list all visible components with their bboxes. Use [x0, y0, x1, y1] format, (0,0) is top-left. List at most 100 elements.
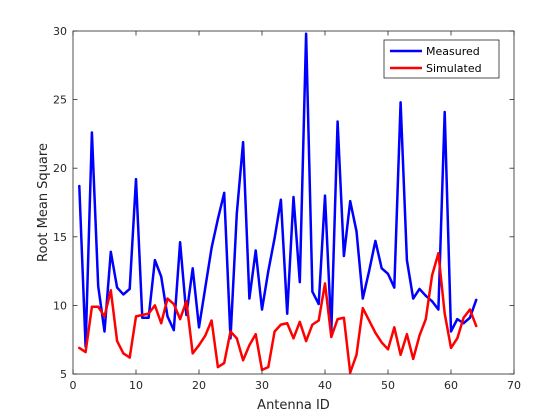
data-point-measured: [298, 280, 301, 284]
x-tick-label: 50: [381, 379, 395, 392]
data-point-simulated: [443, 312, 446, 315]
data-point-measured: [418, 287, 421, 291]
data-point-simulated: [405, 333, 408, 336]
data-point-measured: [317, 302, 320, 306]
legend-label-measured: Measured: [426, 45, 480, 58]
data-point-simulated: [462, 316, 465, 319]
data-point-measured: [374, 239, 377, 243]
data-point-measured: [242, 141, 245, 144]
data-point-measured: [273, 237, 276, 240]
data-point-simulated: [386, 348, 390, 351]
data-point-measured: [431, 300, 434, 303]
data-point-simulated: [317, 319, 320, 322]
data-point-measured: [279, 198, 282, 201]
data-point-simulated: [305, 339, 308, 343]
data-point-simulated: [242, 359, 245, 362]
data-point-measured: [305, 32, 308, 35]
data-point-measured: [424, 294, 427, 297]
data-point-measured: [456, 318, 459, 321]
data-point-simulated: [311, 323, 314, 326]
x-tick-label: 0: [70, 379, 77, 392]
data-point-measured: [134, 178, 138, 181]
data-point-simulated: [204, 334, 207, 337]
y-tick-label: 30: [53, 25, 67, 38]
legend-box: [383, 39, 500, 79]
data-point-measured: [393, 286, 396, 289]
data-point-simulated: [254, 333, 257, 336]
data-point-measured: [260, 308, 264, 311]
data-point-simulated: [431, 274, 434, 277]
data-point-simulated: [342, 316, 345, 319]
data-point-simulated: [103, 315, 106, 318]
x-tick-label: 20: [192, 379, 206, 392]
data-point-measured: [267, 270, 270, 273]
data-point-measured: [336, 120, 339, 123]
data-point-simulated: [349, 371, 352, 374]
data-point-measured: [286, 312, 289, 315]
data-point-measured: [475, 298, 478, 302]
data-point-measured: [153, 259, 156, 262]
data-point-measured: [468, 316, 471, 319]
data-point-simulated: [134, 315, 138, 318]
data-point-measured: [437, 308, 440, 311]
data-point-simulated: [78, 346, 81, 350]
y-tick-label: 5: [60, 368, 67, 381]
data-point-simulated: [336, 318, 339, 321]
data-point-measured: [216, 217, 219, 221]
series-line-simulated: [78, 252, 478, 374]
data-point-simulated: [468, 308, 471, 311]
data-point-measured: [179, 241, 182, 244]
data-point-simulated: [475, 324, 478, 328]
data-point-simulated: [298, 320, 301, 323]
data-point-simulated: [286, 322, 289, 325]
data-point-simulated: [197, 344, 201, 347]
y-tick-label: 15: [53, 231, 67, 244]
data-point-simulated: [122, 352, 125, 355]
data-point-simulated: [279, 323, 282, 326]
data-point-simulated: [185, 300, 188, 303]
data-point-measured: [191, 267, 194, 270]
y-tick-label: 10: [53, 299, 67, 312]
data-point-simulated: [172, 302, 175, 306]
x-tick-label: 60: [444, 379, 458, 392]
data-point-simulated: [330, 335, 333, 339]
data-point-measured: [368, 270, 371, 273]
data-point-simulated: [456, 337, 459, 340]
data-point-simulated: [437, 252, 440, 255]
data-point-simulated: [399, 353, 402, 356]
data-point-simulated: [393, 326, 396, 329]
data-point-simulated: [361, 307, 364, 310]
data-point-simulated: [160, 322, 163, 325]
data-point-measured: [109, 250, 112, 253]
data-point-simulated: [248, 344, 251, 347]
data-point-measured: [172, 329, 175, 332]
data-point-measured: [166, 315, 169, 318]
data-point-measured: [160, 275, 163, 278]
y-tick-label: 25: [53, 94, 67, 107]
data-point-simulated: [267, 366, 270, 369]
data-point-simulated: [323, 282, 327, 285]
data-point-measured: [248, 297, 251, 300]
data-point-simulated: [424, 318, 427, 321]
data-point-measured: [223, 191, 226, 194]
data-point-measured: [386, 272, 390, 275]
data-point-measured: [141, 316, 144, 319]
data-point-measured: [116, 286, 119, 289]
data-point-measured: [449, 330, 453, 333]
data-point-measured: [412, 297, 415, 300]
data-point-simulated: [223, 361, 226, 365]
data-point-simulated: [147, 312, 150, 315]
data-point-simulated: [166, 297, 169, 300]
data-point-simulated: [128, 356, 131, 359]
data-point-measured: [355, 230, 358, 233]
data-point-simulated: [368, 319, 371, 322]
data-point-simulated: [191, 352, 194, 355]
data-point-measured: [399, 101, 402, 104]
data-point-measured: [122, 293, 125, 296]
data-point-measured: [361, 297, 364, 300]
data-point-simulated: [179, 318, 182, 321]
x-tick-label: 30: [255, 379, 269, 392]
x-tick-label: 70: [507, 379, 521, 392]
y-tick-label: 20: [53, 162, 67, 175]
